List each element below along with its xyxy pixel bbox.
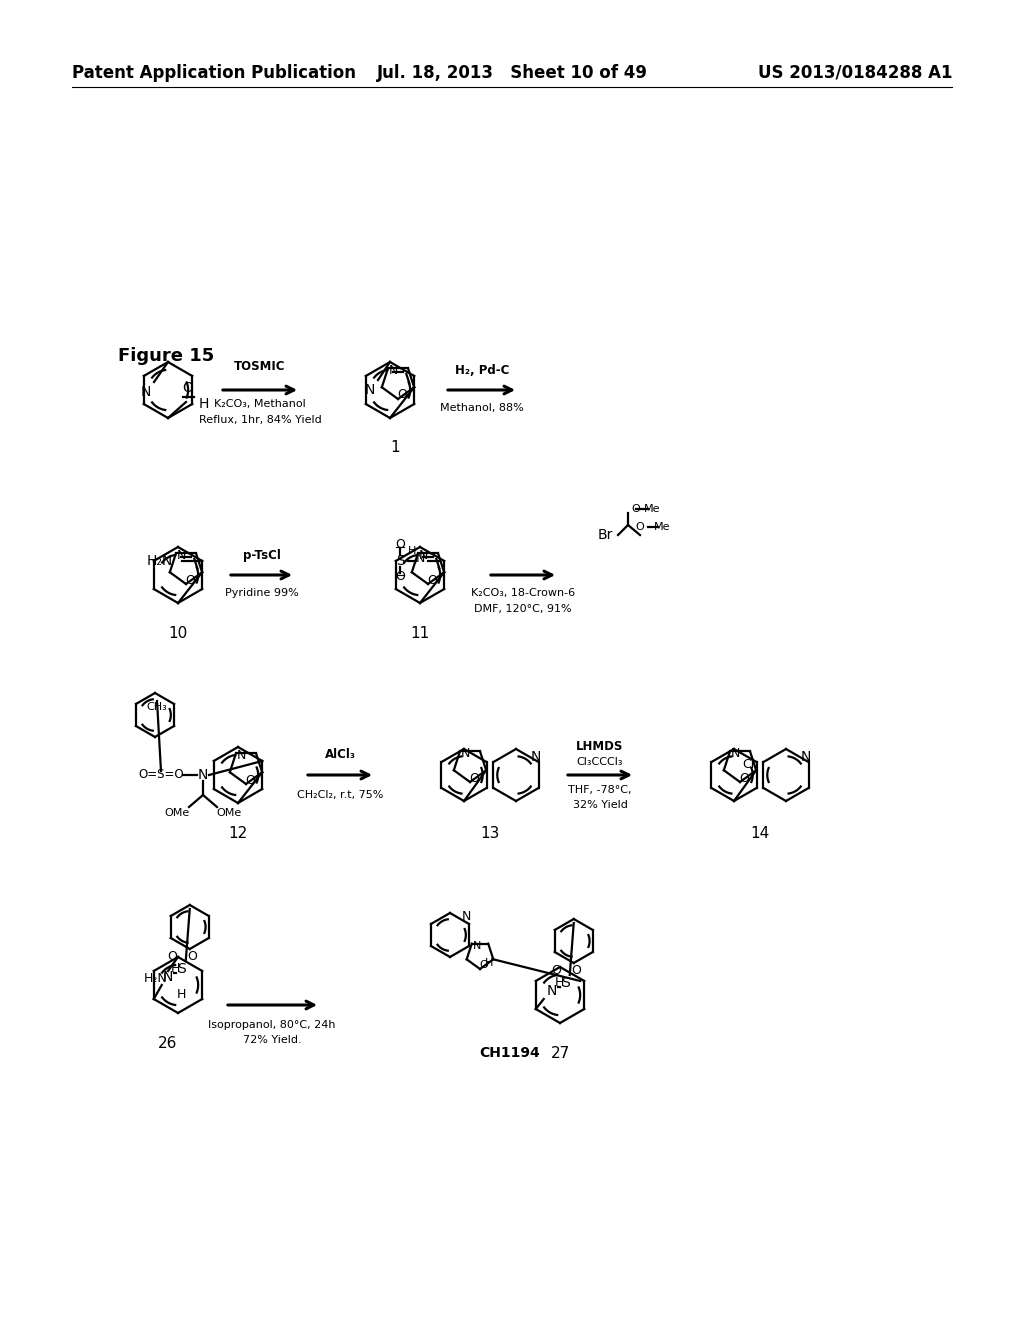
Text: O: O [186,950,197,964]
Text: N: N [547,983,557,998]
Text: H: H [555,977,564,990]
Text: N: N [461,747,470,760]
Text: H₂N: H₂N [144,973,168,986]
Text: LHMDS: LHMDS [577,741,624,754]
Text: 27: 27 [550,1045,569,1060]
Text: 13: 13 [480,825,500,841]
Text: O: O [427,573,437,586]
Text: 1: 1 [390,441,399,455]
Text: N: N [237,748,246,762]
Text: H: H [408,546,417,556]
Text: O: O [185,573,195,586]
Text: N: N [462,911,471,924]
Text: Pyridine 99%: Pyridine 99% [225,587,299,598]
Text: N: N [730,747,739,760]
Text: O: O [636,521,644,532]
Text: N: N [365,383,375,397]
Text: Me: Me [653,521,671,532]
Text: Jul. 18, 2013   Sheet 10 of 49: Jul. 18, 2013 Sheet 10 of 49 [377,63,647,82]
Text: Reflux, 1hr, 84% Yield: Reflux, 1hr, 84% Yield [199,414,322,425]
Text: N: N [141,385,152,399]
Text: S: S [177,962,186,975]
Text: K₂CO₃, 18-Crown-6: K₂CO₃, 18-Crown-6 [471,587,575,598]
Text: CH1194: CH1194 [479,1045,541,1060]
Text: N: N [388,364,397,376]
Text: K₂CO₃, Methanol: K₂CO₃, Methanol [214,399,306,409]
Text: H: H [485,958,494,969]
Text: p-TsCl: p-TsCl [243,549,281,561]
Text: 32% Yield: 32% Yield [572,800,628,810]
Text: N: N [419,549,428,562]
Text: N: N [163,970,173,983]
Text: H₂N: H₂N [147,554,173,568]
Text: N: N [473,941,481,950]
Text: 12: 12 [228,825,248,841]
Text: O: O [739,771,749,784]
Text: OMe: OMe [216,808,242,818]
Text: O: O [397,388,407,401]
Text: Cl: Cl [741,758,754,771]
Text: O: O [632,504,640,513]
Text: O: O [469,771,479,784]
Text: O: O [570,965,581,978]
Text: 72% Yield.: 72% Yield. [243,1035,301,1045]
Text: H₂, Pd-C: H₂, Pd-C [455,363,509,376]
Text: Patent Application Publication: Patent Application Publication [72,63,356,82]
Text: Methanol, 88%: Methanol, 88% [440,403,524,413]
Text: Br: Br [597,528,612,543]
Text: DMF, 120°C, 91%: DMF, 120°C, 91% [474,605,571,614]
Text: 14: 14 [751,825,770,841]
Text: S: S [561,975,570,990]
Text: N: N [530,750,542,764]
Text: CH₂Cl₂, r.t, 75%: CH₂Cl₂, r.t, 75% [297,789,383,800]
Text: O: O [395,539,406,552]
Text: TOSMIC: TOSMIC [234,359,286,372]
Text: US 2013/0184288 A1: US 2013/0184288 A1 [758,63,952,82]
Text: O: O [245,774,255,787]
Text: O: O [395,570,406,583]
Text: H: H [177,989,186,1002]
Text: O: O [167,950,177,964]
Text: 26: 26 [159,1035,178,1051]
Text: Me: Me [644,504,660,513]
Text: O=S=O: O=S=O [138,768,184,781]
Text: Figure 15: Figure 15 [118,347,214,366]
Text: H: H [199,397,209,411]
Text: 10: 10 [168,626,187,640]
Text: S: S [396,554,404,568]
Text: 11: 11 [411,626,430,640]
Text: N: N [416,553,425,565]
Text: N: N [801,750,811,764]
Text: N: N [198,768,208,781]
Text: CH₃: CH₃ [146,702,167,711]
Text: O: O [551,965,561,978]
Text: OMe: OMe [165,808,189,818]
Text: H: H [171,962,180,975]
Text: O: O [479,960,488,970]
Text: Isopropanol, 80°C, 24h: Isopropanol, 80°C, 24h [208,1020,336,1030]
Text: O: O [182,381,194,395]
Text: THF, -78°C,: THF, -78°C, [568,785,632,795]
Text: Cl₃CCCl₃: Cl₃CCCl₃ [577,756,624,767]
Text: AlCl₃: AlCl₃ [325,748,355,762]
Text: N: N [176,549,185,562]
